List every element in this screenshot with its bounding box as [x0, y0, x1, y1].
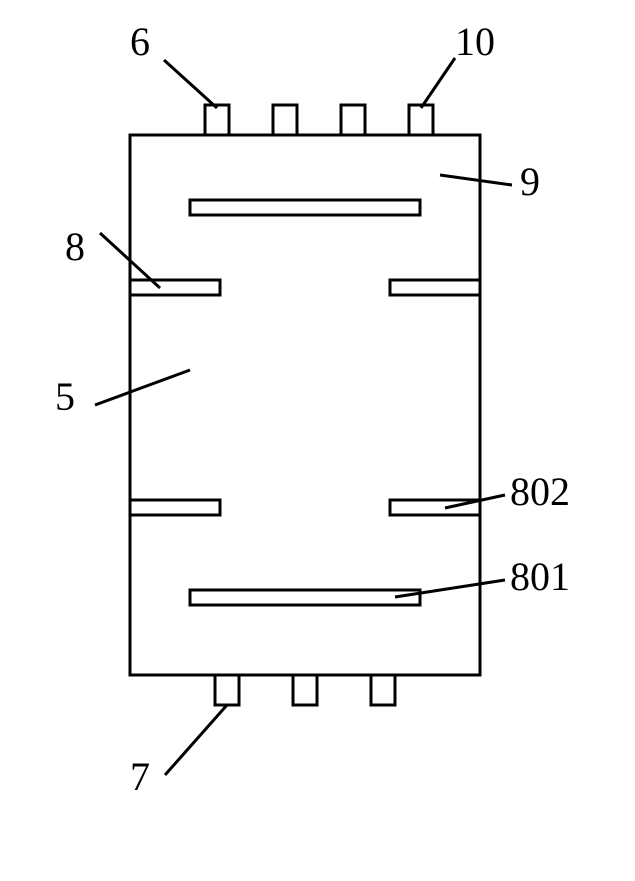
inner-long-bar-bottom	[190, 590, 420, 605]
label-10: 10	[455, 19, 495, 64]
leader-lines-layer	[95, 58, 512, 775]
bottom-tab-0	[215, 675, 239, 705]
inner-long-bar-top	[190, 200, 420, 215]
label-7: 7	[130, 754, 150, 799]
side-bar-upper-left	[130, 280, 220, 295]
top-tab-0	[205, 105, 229, 135]
label-802: 802	[510, 469, 570, 514]
leader-9	[440, 175, 512, 185]
leader-6	[164, 60, 217, 108]
label-8: 8	[65, 224, 85, 269]
shapes-layer	[130, 105, 480, 705]
label-801: 801	[510, 554, 570, 599]
leader-7	[165, 705, 227, 775]
label-5: 5	[55, 374, 75, 419]
top-tab-1	[273, 105, 297, 135]
leader-10	[421, 58, 455, 108]
label-6: 6	[130, 19, 150, 64]
leader-5	[95, 370, 190, 405]
label-9: 9	[520, 159, 540, 204]
bottom-tab-2	[371, 675, 395, 705]
top-tab-2	[341, 105, 365, 135]
side-bar-lower-left	[130, 500, 220, 515]
diagram-root: 5 6 7 8 9 10 801 802	[0, 0, 635, 881]
side-bar-upper-right	[390, 280, 480, 295]
top-tab-3	[409, 105, 433, 135]
bottom-tab-1	[293, 675, 317, 705]
